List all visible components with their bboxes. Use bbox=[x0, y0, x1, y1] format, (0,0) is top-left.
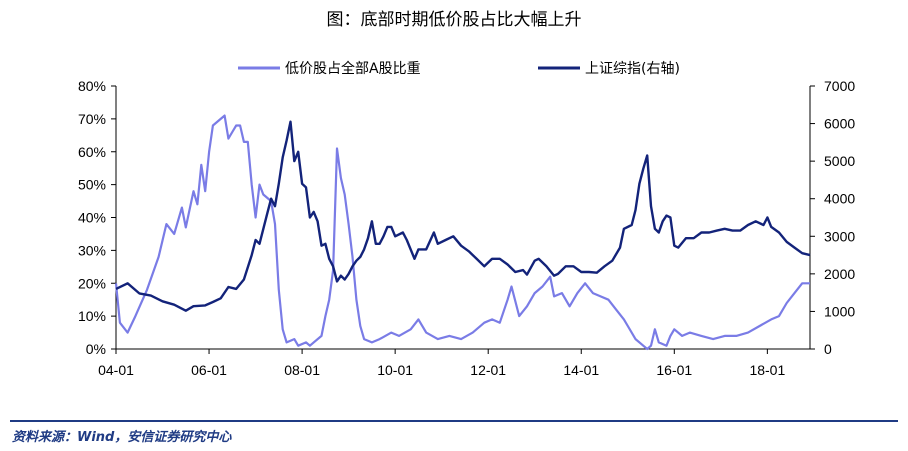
axes bbox=[115, 86, 811, 350]
x-tick-label: 14-01 bbox=[563, 362, 599, 378]
left-tick-label: 80% bbox=[78, 78, 106, 94]
x-tick-label: 10-01 bbox=[377, 362, 413, 378]
right-tick-label: 0 bbox=[824, 341, 832, 357]
x-tick-label: 06-01 bbox=[191, 362, 227, 378]
x-tick-label: 04-01 bbox=[98, 362, 134, 378]
chart-title: 图：底部时期低价股占比大幅上升 bbox=[327, 10, 582, 30]
left-ticks: 0% 10% 20% 30% 40% 50% 60% 70% 80% bbox=[78, 78, 116, 357]
right-ticks: 0 1000 2000 3000 4000 5000 6000 7000 bbox=[810, 78, 855, 357]
x-tick-label: 16-01 bbox=[656, 362, 692, 378]
right-tick-label: 1000 bbox=[824, 303, 855, 319]
x-tick-label: 08-01 bbox=[284, 362, 320, 378]
x-tick-label: 12-01 bbox=[470, 362, 506, 378]
legend-label-right-series: 上证综指(右轴) bbox=[585, 61, 680, 77]
source-note: 资料来源：Wind，安信证券研究中心 bbox=[12, 429, 232, 445]
right-tick-label: 5000 bbox=[824, 153, 855, 169]
right-tick-label: 4000 bbox=[824, 191, 855, 207]
x-tick-label: 18-01 bbox=[749, 362, 785, 378]
legend-label-left-series: 低价股占全部A股比重 bbox=[285, 60, 421, 77]
right-tick-label: 3000 bbox=[824, 228, 855, 244]
right-tick-label: 7000 bbox=[824, 78, 855, 94]
left-tick-label: 60% bbox=[78, 144, 106, 160]
x-ticks: 04-01 06-01 08-01 10-01 12-01 14-01 16-01 18-01 bbox=[98, 349, 785, 378]
right-tick-label: 2000 bbox=[824, 266, 855, 282]
right-tick-label: 6000 bbox=[824, 116, 855, 132]
left-tick-label: 30% bbox=[78, 242, 106, 258]
left-tick-label: 20% bbox=[78, 275, 106, 291]
legend: 低价股占全部A股比重 上证综指(右轴) bbox=[238, 60, 680, 77]
left-tick-label: 40% bbox=[78, 210, 106, 226]
series-line-shanghai-composite bbox=[115, 120, 811, 312]
left-tick-label: 50% bbox=[78, 177, 106, 193]
left-tick-label: 0% bbox=[86, 341, 106, 357]
series-line-low-price-share bbox=[114, 114, 810, 351]
left-tick-label: 10% bbox=[78, 308, 106, 324]
left-tick-label: 70% bbox=[78, 111, 106, 127]
